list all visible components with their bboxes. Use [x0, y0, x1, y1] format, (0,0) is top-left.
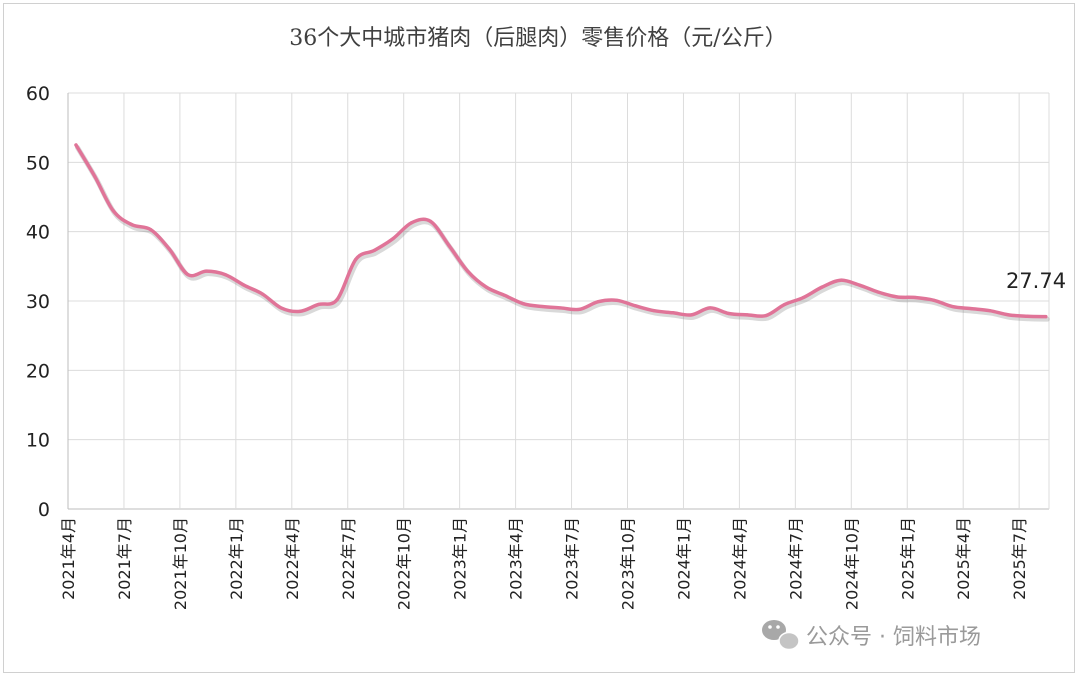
- data-point: [149, 227, 153, 232]
- y-tick-label: 20: [26, 360, 50, 382]
- wechat-icon: [762, 620, 800, 651]
- data-point: [540, 304, 544, 309]
- data-point: [391, 237, 395, 241]
- x-tick-label: 2023年4月: [507, 517, 526, 600]
- x-tick-label: 2024年1月: [674, 517, 693, 600]
- y-tick-label: 0: [38, 499, 50, 521]
- data-point: [484, 285, 488, 289]
- y-tick-label: 10: [26, 430, 50, 452]
- data-point: [279, 306, 283, 310]
- chart-frame: [3, 3, 1075, 673]
- data-point: [242, 283, 246, 287]
- last-value-label: 27.74: [1006, 269, 1066, 293]
- x-tick-label: 2023年7月: [563, 517, 582, 600]
- y-tick-label: 40: [26, 222, 50, 244]
- series-line-shadow: [75, 145, 1050, 322]
- x-tick-label: 2024年10月: [842, 517, 861, 610]
- x-tick-label: 2025年7月: [1010, 517, 1029, 600]
- data-point: [727, 311, 731, 316]
- x-tick-label: 2023年1月: [451, 517, 470, 600]
- x-tick-label: 2021年4月: [59, 517, 78, 600]
- x-tick-label: 2025年4月: [954, 517, 973, 600]
- data-point: [74, 143, 78, 147]
- data-point: [372, 248, 376, 252]
- data-point: [204, 269, 209, 273]
- data-point: [988, 309, 992, 313]
- data-point: [316, 302, 321, 307]
- data-point: [652, 309, 656, 313]
- data-point: [633, 304, 638, 308]
- x-tick-label: 2022年4月: [283, 517, 302, 600]
- data-point: [559, 306, 563, 310]
- data-point: [223, 273, 227, 277]
- data-point: [689, 313, 694, 317]
- data-point: [950, 304, 955, 309]
- data-point: [410, 221, 414, 225]
- x-tick-label: 2024年7月: [786, 517, 805, 600]
- data-point: [969, 307, 973, 311]
- data-point: [1044, 315, 1048, 319]
- data-point: [913, 295, 917, 300]
- x-tick-label: 2023年10月: [619, 517, 638, 610]
- data-point: [783, 302, 787, 307]
- data-point: [186, 273, 190, 277]
- x-tick-label: 2025年1月: [898, 517, 917, 600]
- data-point: [1006, 313, 1011, 317]
- data-point: [428, 219, 432, 223]
- x-tick-label: 2022年10月: [395, 517, 414, 610]
- y-tick-label: 50: [26, 152, 50, 174]
- data-point: [895, 295, 899, 299]
- data-point: [801, 295, 805, 300]
- watermark: 公众号 · 饲料市场: [762, 620, 981, 651]
- data-point: [839, 278, 843, 282]
- watermark-text: 公众号 · 饲料市场: [806, 625, 981, 650]
- data-point: [466, 269, 470, 273]
- x-tick-label: 2021年10月: [171, 517, 190, 610]
- data-point: [596, 300, 600, 304]
- data-point: [1025, 314, 1029, 318]
- data-point: [447, 243, 451, 248]
- data-point: [671, 311, 675, 315]
- y-tick-label: 30: [26, 291, 50, 313]
- series-layer: [74, 143, 1050, 322]
- data-point: [577, 307, 582, 311]
- data-point: [335, 298, 339, 302]
- data-point: [93, 174, 97, 178]
- x-axis-ticks: 2021年4月 2021年7月 2021年10月 2022年1月 2022年4月 2022…: [59, 517, 1029, 610]
- data-point: [260, 292, 265, 296]
- data-point: [298, 309, 302, 313]
- y-tick-label: 60: [26, 83, 50, 105]
- x-tick-label: 2024年4月: [730, 517, 749, 600]
- x-tick-label: 2022年1月: [227, 517, 246, 600]
- x-tick-label: 2021年7月: [115, 517, 134, 600]
- data-point: [876, 290, 880, 294]
- data-point: [111, 209, 115, 213]
- data-point: [745, 313, 750, 317]
- data-point: [820, 285, 824, 289]
- data-point: [708, 306, 712, 310]
- data-point: [503, 293, 507, 298]
- data-point: [130, 223, 134, 227]
- data-point: [167, 247, 171, 251]
- series-line: [74, 143, 1048, 319]
- data-point: [932, 298, 936, 302]
- data-point: [857, 283, 861, 287]
- x-tick-label: 2022年7月: [339, 517, 358, 600]
- data-point: [764, 313, 768, 318]
- chart-title: 36个大中城市猪肉（后腿肉）零售价格（元/公斤）: [289, 26, 786, 51]
- grid: [67, 92, 1050, 510]
- data-point: [522, 302, 526, 306]
- data-point: [354, 257, 358, 261]
- data-point: [615, 298, 619, 302]
- y-axis-ticks: 0 10 20 30 40 50 60: [26, 83, 50, 521]
